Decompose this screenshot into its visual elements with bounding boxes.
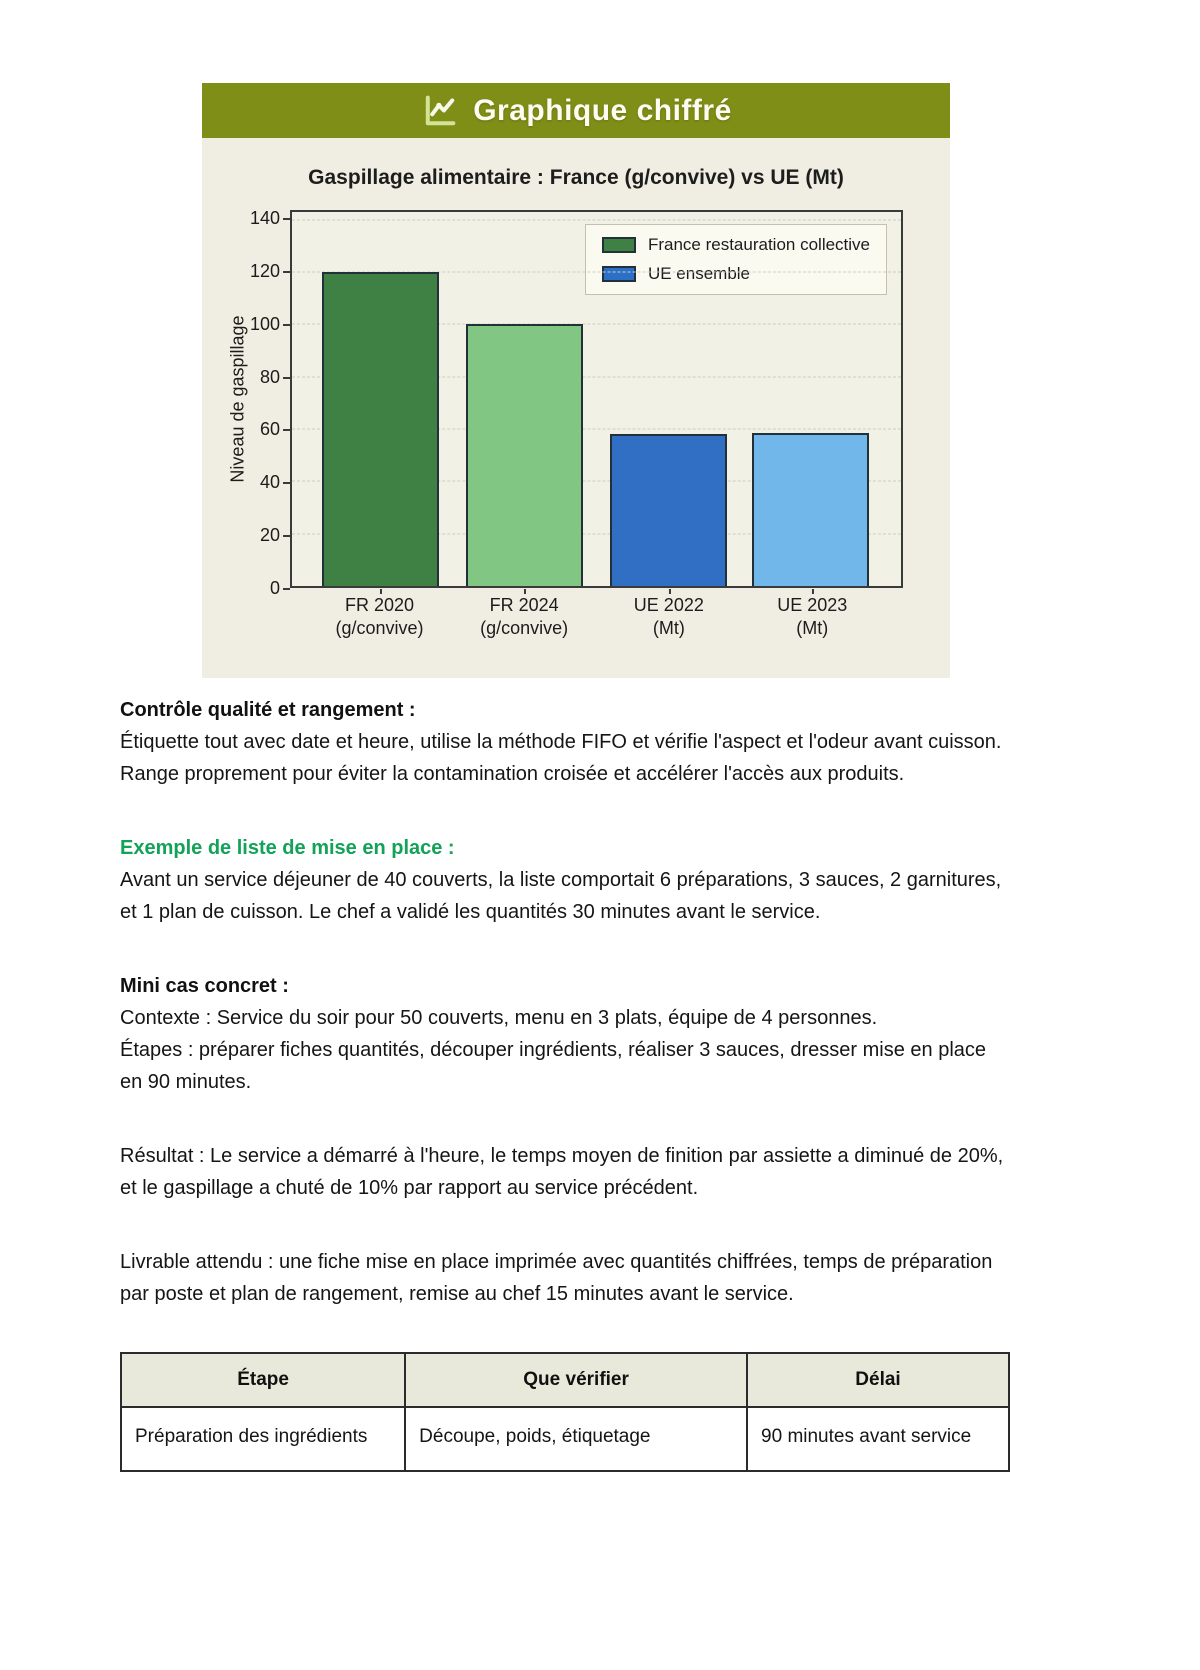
section-text: Étapes : préparer fiches quantités, déco… [120,1039,987,1093]
content-area: Contrôle qualité et rangement : Étiquette… [119,694,1010,1473]
section-text: Avant un service déjeuner de 40 couverts… [120,869,1002,923]
x-tick-label: FR 2020 (g/convive) [335,589,424,641]
y-tick-label: 20 [259,525,291,546]
text-section: Contrôle qualité et rangement : Étiquette… [120,694,1010,790]
table-row: Préparation des ingrédients Découpe, poid… [119,1405,1010,1473]
table-header-row: Étape Que vérifier Délai [119,1352,1010,1408]
checklist-table: Étape Que vérifier Délai Préparation des i… [119,1352,1010,1473]
text-section: Résultat : Le service a démarré à l'heur… [120,1140,1010,1204]
gridline [292,533,901,535]
bar [322,272,440,586]
section-heading: Contrôle qualité et rangement : [120,699,416,721]
chart-card: Graphique chiffré Gaspillage alimentaire… [202,83,950,678]
chart-title: Gaspillage alimentaire : France (g/convi… [308,166,844,189]
legend-item: UE ensemble [601,264,870,284]
text-section: Exemple de liste de mise en place : Avant… [120,832,1010,928]
y-tick-label: 140 [249,207,291,228]
bar-chart: Niveau de gaspillage 0 20 40 60 80 100 120 140 … [202,207,950,656]
sections: Contrôle qualité et rangement : Étiquette… [120,694,1010,1310]
gridline [292,480,901,482]
gridline [292,323,901,325]
chart-card-banner: Graphique chiffré [202,83,950,138]
gridline [292,271,901,273]
legend-label: France restauration collective [647,235,870,254]
section-text: Étiquette tout avec date et heure, utili… [120,731,1002,785]
text-section: Mini cas concret : Contexte : Service du … [120,970,1010,1098]
y-axis: 0 20 40 60 80 100 120 140 [246,207,291,597]
legend: France restauration collective UE ensembl… [584,224,887,295]
legend-swatch [601,237,636,253]
table-header-cell: Que vérifier [404,1352,749,1408]
chart-card-title: Graphique chiffré [473,93,732,127]
table-cell: Découpe, poids, étiquetage [404,1405,749,1473]
y-tick-label: 120 [249,260,291,281]
x-axis-labels: FR 2020 (g/convive) FR 2024 (g/convive) UE… [290,589,903,654]
legend-swatch [601,266,636,282]
y-tick-label: 100 [249,313,291,334]
gridline [292,428,901,430]
section-heading: Exemple de liste de mise en place : [120,837,455,859]
legend-item: France restauration collective [601,235,870,255]
gridline [292,376,901,378]
bar [466,324,584,586]
table-body: Préparation des ingrédients Découpe, poid… [119,1405,1010,1473]
y-tick-label: 0 [269,578,291,598]
table-header-cell: Délai [746,1352,1010,1408]
chart-line-icon [420,91,460,131]
table-cell: 90 minutes avant service [746,1405,1010,1473]
y-tick-label: 60 [259,419,291,440]
table-cell: Préparation des ingrédients [119,1405,407,1473]
section-text: Contexte : Service du soir pour 50 couve… [120,1007,878,1029]
plot-area: France restauration collective UE ensembl… [290,210,903,588]
y-tick-label: 80 [259,366,291,387]
x-tick-label: UE 2023 (Mt) [777,589,847,641]
section-text: Livrable attendu : une fiche mise en pla… [120,1251,993,1305]
text-section: Livrable attendu : une fiche mise en pla… [120,1246,1010,1310]
gridline [292,219,901,221]
y-tick-label: 40 [259,472,291,493]
bar [752,433,870,586]
bar [609,434,727,586]
x-tick-label: UE 2022 (Mt) [634,589,704,641]
legend-label: UE ensemble [647,264,751,283]
chart-card-body: Gaspillage alimentaire : France (g/convi… [202,138,950,678]
x-tick-label: FR 2024 (g/convive) [480,589,568,641]
table-header-cell: Étape [119,1352,407,1408]
section-text: Résultat : Le service a démarré à l'heur… [120,1145,1004,1199]
section-heading: Mini cas concret : [120,975,289,997]
